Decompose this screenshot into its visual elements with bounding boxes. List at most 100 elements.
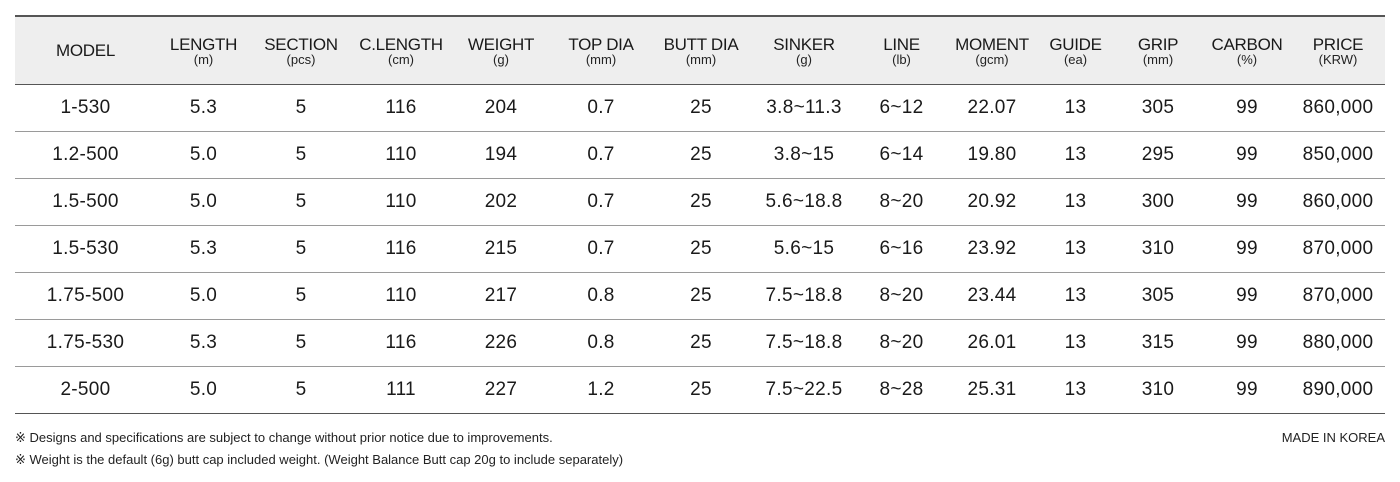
column-header-unit: (lb) bbox=[892, 51, 911, 67]
table-row: 1.75-500 5.0 5 110 217 0.8 25 7.5~18.8 8~20 23.44… bbox=[15, 272, 1385, 320]
table-cell: 25 bbox=[651, 131, 751, 179]
column-header: GRIP (mm) bbox=[1113, 15, 1203, 85]
table-cell: 8~20 bbox=[857, 178, 946, 226]
table-cell: 3.8~15 bbox=[751, 131, 857, 179]
table-cell: 310 bbox=[1113, 225, 1203, 273]
column-header: C.LENGTH (cm) bbox=[351, 15, 451, 85]
column-header: LINE (lb) bbox=[857, 15, 946, 85]
notes: ※ Designs and specifications are subject… bbox=[15, 427, 1385, 471]
table-cell: 3.8~11.3 bbox=[751, 84, 857, 132]
table-cell: 99 bbox=[1203, 225, 1291, 273]
column-header-name: MODEL bbox=[56, 41, 115, 60]
table-cell: 25 bbox=[651, 225, 751, 273]
table-cell: 860,000 bbox=[1291, 84, 1385, 132]
table-cell: 22.07 bbox=[946, 84, 1038, 132]
table-cell: 8~20 bbox=[857, 319, 946, 367]
table-cell: 0.8 bbox=[551, 319, 651, 367]
table-cell: 99 bbox=[1203, 84, 1291, 132]
table-cell: 6~16 bbox=[857, 225, 946, 273]
table-cell: 6~12 bbox=[857, 84, 946, 132]
table-cell: 13 bbox=[1038, 84, 1113, 132]
table-cell: 5.3 bbox=[156, 319, 251, 367]
column-header-name: MOMENT bbox=[955, 34, 1029, 54]
table-cell: 5 bbox=[251, 319, 351, 367]
table-cell: 0.7 bbox=[551, 131, 651, 179]
spec-table: MODEL LENGTH (m) SECTION (pcs) C.LENGTH (cm) WE… bbox=[15, 15, 1385, 414]
table-cell: 5 bbox=[251, 178, 351, 226]
header-row: MODEL LENGTH (m) SECTION (pcs) C.LENGTH (cm) WE… bbox=[15, 15, 1385, 85]
table-cell: 26.01 bbox=[946, 319, 1038, 367]
table-body: 1-530 5.3 5 116 204 0.7 25 3.8~11.3 6~12 22.07 13 3… bbox=[15, 84, 1385, 414]
column-header-unit: (mm) bbox=[585, 51, 617, 67]
column-header-unit: (g) bbox=[796, 51, 812, 67]
table-cell: 25 bbox=[651, 84, 751, 132]
table-cell: 5.0 bbox=[156, 366, 251, 414]
table-cell: 0.7 bbox=[551, 225, 651, 273]
table-row: 1.75-530 5.3 5 116 226 0.8 25 7.5~18.8 8~20 26.01… bbox=[15, 319, 1385, 367]
table-cell: 5.0 bbox=[156, 131, 251, 179]
table-cell: 25.31 bbox=[946, 366, 1038, 414]
table-cell: 194 bbox=[451, 131, 551, 179]
table-cell: 7.5~22.5 bbox=[751, 366, 857, 414]
table-cell: 6~14 bbox=[857, 131, 946, 179]
column-header: LENGTH (m) bbox=[156, 15, 251, 85]
table-cell: 8~28 bbox=[857, 366, 946, 414]
column-header-unit: (%) bbox=[1236, 51, 1258, 67]
table-cell: 860,000 bbox=[1291, 178, 1385, 226]
table-cell: 850,000 bbox=[1291, 131, 1385, 179]
table-cell: 880,000 bbox=[1291, 319, 1385, 367]
table-cell: 5.3 bbox=[156, 84, 251, 132]
table-cell: 8~20 bbox=[857, 272, 946, 320]
table-cell: 226 bbox=[451, 319, 551, 367]
table-cell: 2-500 bbox=[15, 366, 156, 414]
column-header: WEIGHT (g) bbox=[451, 15, 551, 85]
column-header-unit: (cm) bbox=[388, 51, 414, 67]
column-header-unit: (mm) bbox=[685, 51, 717, 67]
column-header-name: SECTION bbox=[264, 34, 338, 54]
table-cell: 25 bbox=[651, 319, 751, 367]
column-header-name: TOP DIA bbox=[568, 34, 634, 54]
column-header-name: PRICE bbox=[1312, 34, 1364, 54]
column-header-unit: (g) bbox=[493, 51, 509, 67]
column-header: CARBON (%) bbox=[1203, 15, 1291, 85]
table-row: 1-530 5.3 5 116 204 0.7 25 3.8~11.3 6~12 22.07 13 3… bbox=[15, 84, 1385, 132]
table-cell: 19.80 bbox=[946, 131, 1038, 179]
table-cell: 5.6~18.8 bbox=[751, 178, 857, 226]
table-cell: 1.2 bbox=[551, 366, 651, 414]
table-cell: 1.5-530 bbox=[15, 225, 156, 273]
column-header-name: LINE bbox=[883, 34, 920, 54]
table-cell: 13 bbox=[1038, 366, 1113, 414]
table-cell: 227 bbox=[451, 366, 551, 414]
table-cell: 110 bbox=[351, 131, 451, 179]
made-in-label: MADE IN KOREA bbox=[1281, 430, 1385, 445]
table-cell: 25 bbox=[651, 366, 751, 414]
column-header-name: C.LENGTH bbox=[359, 34, 443, 54]
table-cell: 295 bbox=[1113, 131, 1203, 179]
column-header: PRICE (KRW) bbox=[1291, 15, 1385, 85]
table-cell: 890,000 bbox=[1291, 366, 1385, 414]
table-cell: 5 bbox=[251, 131, 351, 179]
column-header-unit: (ea) bbox=[1063, 51, 1088, 67]
column-header-name: LENGTH bbox=[169, 34, 238, 54]
table-cell: 23.92 bbox=[946, 225, 1038, 273]
table-cell: 202 bbox=[451, 178, 551, 226]
table-cell: 217 bbox=[451, 272, 551, 320]
table-cell: 870,000 bbox=[1291, 225, 1385, 273]
column-header-unit: (gcm) bbox=[975, 51, 1009, 67]
column-header: BUTT DIA (mm) bbox=[651, 15, 751, 85]
column-header-name: WEIGHT bbox=[467, 34, 535, 54]
column-header-name: SINKER bbox=[773, 34, 835, 54]
column-header-name: GRIP bbox=[1137, 34, 1179, 54]
table-cell: 0.7 bbox=[551, 84, 651, 132]
column-header-name: BUTT DIA bbox=[663, 34, 739, 54]
table-cell: 13 bbox=[1038, 178, 1113, 226]
table-cell: 215 bbox=[451, 225, 551, 273]
column-header: GUIDE (ea) bbox=[1038, 15, 1113, 85]
column-header-unit: (mm) bbox=[1142, 51, 1174, 67]
table-cell: 204 bbox=[451, 84, 551, 132]
table-cell: 111 bbox=[351, 366, 451, 414]
column-header-name: GUIDE bbox=[1049, 34, 1102, 54]
table-row: 1.2-500 5.0 5 110 194 0.7 25 3.8~15 6~14 19.80 13 2… bbox=[15, 131, 1385, 179]
table-cell: 5 bbox=[251, 272, 351, 320]
table-cell: 110 bbox=[351, 272, 451, 320]
